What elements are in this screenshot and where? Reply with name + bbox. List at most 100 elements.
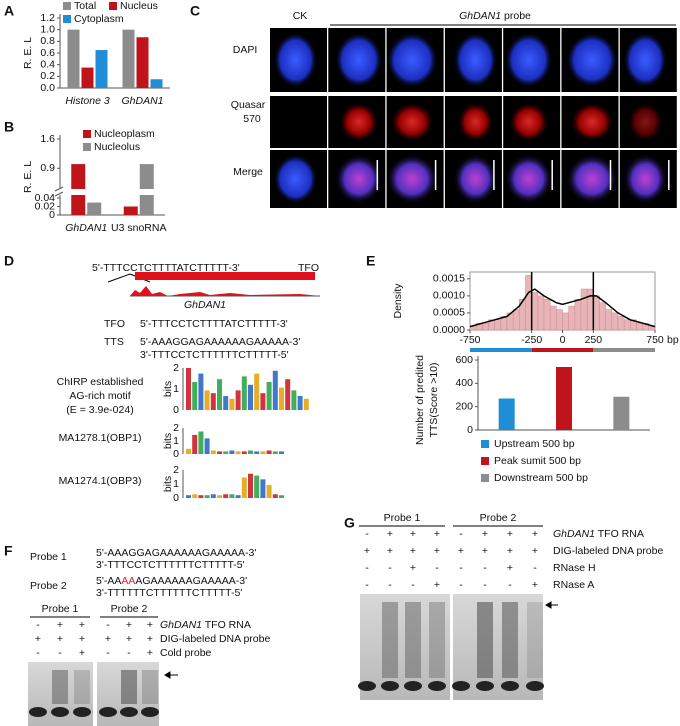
lane-sign: + [532, 528, 538, 540]
lane-sign: + [532, 545, 538, 557]
x-tick-label: GhDAN1 [121, 95, 163, 107]
nucleus [566, 32, 618, 88]
row-label: Merge [233, 166, 263, 178]
histogram-bar [617, 316, 625, 331]
gene-label: GhDAN1 [184, 299, 226, 311]
motif-letter [186, 495, 191, 498]
y-tick-label: 0.8 [40, 35, 55, 47]
motif-tick: 0 [173, 492, 179, 504]
signal [627, 102, 664, 142]
legend-label: Upstream 500 bp [494, 438, 575, 450]
lane-sign: - [106, 619, 110, 631]
legend-swatch [481, 457, 489, 465]
motif-name: MA1278.1(OBP1) [59, 432, 142, 444]
panel-letter: G [344, 515, 355, 531]
chirp-peaks [130, 286, 320, 296]
merge [566, 154, 618, 204]
lane-sign: - [508, 579, 512, 591]
sequence: 5'-AAAGGAGAAAAAAGAAAAA-3' [96, 547, 256, 559]
lane-sign: + [482, 545, 488, 557]
motif-letter [204, 495, 210, 498]
free-probe-band [29, 707, 47, 717]
sequence-part: AA [121, 575, 135, 587]
motif-letter [279, 495, 284, 498]
legend-label: Nucleolus [94, 141, 140, 153]
histogram-bar [482, 322, 489, 331]
motif-letter [204, 438, 210, 454]
free-probe-band [141, 707, 159, 717]
group-label: Probe 1 [42, 603, 79, 615]
motif-letter [266, 484, 272, 498]
lane-sign: - [459, 562, 463, 574]
row-label-part: RNase A [553, 579, 594, 591]
motif-letter [241, 376, 247, 410]
motif-letter [229, 494, 235, 498]
sequence: 3'-TTTCCTCTTTTTTCTTTTT-5' [96, 559, 245, 571]
break-mark [54, 186, 64, 192]
signal [508, 102, 549, 142]
lane-sign: - [365, 528, 369, 540]
motif-letter [210, 450, 216, 454]
y-tick-label: 600 [455, 354, 473, 366]
row-label: DIG-labeled DNA probe [160, 633, 270, 645]
nucleus [386, 32, 439, 88]
motif-letter [241, 477, 247, 498]
merge [623, 154, 668, 204]
shift-smear [52, 670, 68, 704]
motif-letter [266, 382, 272, 410]
probe-name: Probe 2 [30, 580, 67, 592]
y-tick-label: 0.0000 [433, 324, 465, 336]
motif-letter [279, 451, 284, 454]
panel-letter: C [190, 3, 200, 19]
y-tick-label: 400 [455, 377, 473, 389]
gel [453, 594, 543, 700]
column-header: GhDAN1 probe [459, 10, 531, 22]
row-label: DIG-labeled DNA probe [553, 545, 663, 557]
lane-sign: - [388, 562, 392, 574]
y-tick-label: 0.04 [35, 192, 56, 204]
motif-name: MA1274.1(OBP3) [59, 475, 142, 487]
lane-sign: + [434, 545, 440, 557]
lane-sign: + [126, 619, 132, 631]
motif-tick: 2 [173, 362, 179, 374]
motif-tick: 1 [173, 383, 179, 395]
histogram-bar [537, 295, 545, 331]
row-label-part: GhDAN1 [553, 528, 595, 540]
bar [95, 50, 108, 88]
y-tick-label: 0.02 [35, 200, 56, 212]
nucleus [453, 32, 498, 88]
motif-letter [223, 494, 229, 498]
legend-swatch [63, 15, 71, 23]
motif-letter [297, 396, 303, 410]
panel-letter: A [4, 3, 14, 19]
bar [136, 37, 149, 88]
lane-sign: - [127, 647, 131, 659]
lane-sign: + [507, 545, 513, 557]
shift-smear [382, 602, 398, 678]
y-tick-label: 1.6 [40, 133, 55, 145]
lane-sign: - [36, 619, 40, 631]
signal [570, 102, 614, 142]
lane-sign: + [532, 579, 538, 591]
free-probe-band [120, 707, 138, 717]
motif-letter [217, 495, 222, 498]
sequence: 3'-TTTTTTCTTTTTTCTTTTT-5' [96, 587, 242, 599]
lane-sign: + [126, 633, 132, 645]
lane-sign: + [35, 633, 41, 645]
merge [273, 154, 318, 204]
motif-letter [204, 390, 210, 410]
histogram-bar [543, 299, 551, 331]
y-axis-label: Density [392, 283, 404, 319]
free-probe-band [452, 681, 470, 691]
motif-tick: 2 [173, 464, 179, 476]
motif-tick: 0 [173, 404, 179, 416]
group-label: Probe 2 [480, 512, 517, 524]
motif-letter [235, 495, 241, 498]
x-tick-label: GhDAN1 [65, 222, 107, 234]
bar [67, 29, 80, 89]
lane-sign: - [483, 579, 487, 591]
bar [613, 396, 630, 430]
shift-smear [74, 670, 90, 704]
bar [81, 67, 94, 88]
x-tick-label: -250 [521, 334, 542, 346]
